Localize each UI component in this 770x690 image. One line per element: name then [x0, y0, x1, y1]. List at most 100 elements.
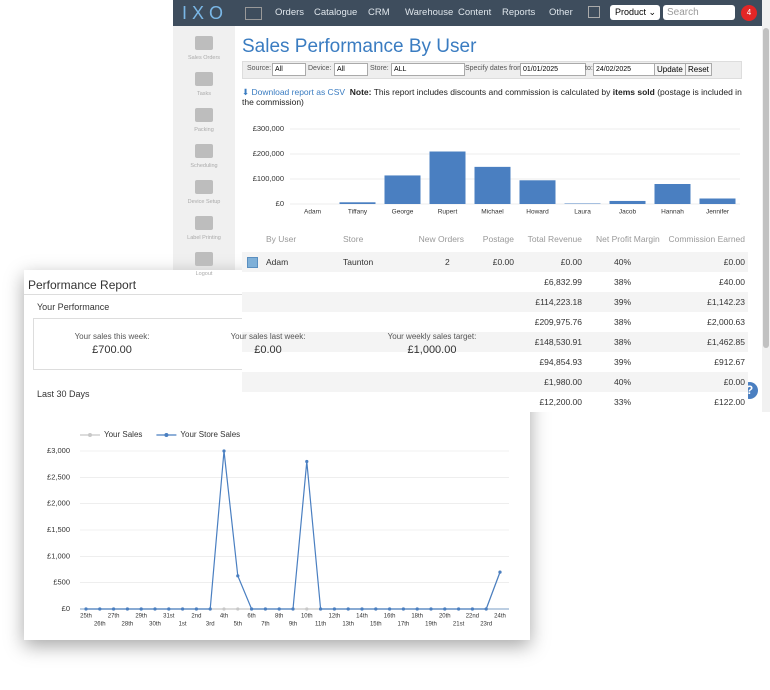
note-end: (postage is included in the commission)	[242, 87, 742, 107]
table-cell: 40%	[614, 377, 632, 387]
x-tick-label: 26th	[94, 622, 106, 628]
x-tick-label: 23rd	[480, 622, 492, 628]
table-header: Net Profit Margin	[596, 234, 660, 244]
filter-label: to:	[585, 65, 593, 72]
sidebar-icon[interactable]	[195, 72, 213, 86]
stat-label: Your sales this week:	[74, 332, 150, 341]
point	[236, 607, 240, 611]
x-tick-label: 27th	[108, 614, 120, 620]
x-tick-label: 14th	[356, 614, 368, 620]
sidebar-label[interactable]: Device Setup	[187, 199, 221, 205]
point	[470, 607, 474, 611]
table-cell: £0.00	[492, 257, 514, 267]
table-cell: 38%	[614, 277, 632, 287]
table-cell: £1,980.00	[544, 377, 582, 387]
menu-item[interactable]: Content	[458, 7, 492, 18]
menu-item[interactable]: Orders	[275, 7, 305, 18]
table-cell: £12,200.00	[539, 397, 582, 407]
table-cell: £148,530.91	[534, 337, 582, 347]
x-tick-label: 9th	[289, 622, 297, 628]
sidebar-label[interactable]: Label Printing	[187, 235, 221, 241]
sidebar-icon[interactable]	[195, 252, 213, 266]
sidebar-icon[interactable]	[195, 144, 213, 158]
grid-icon[interactable]	[245, 7, 262, 20]
sidebar-icon[interactable]	[195, 108, 213, 122]
search-input[interactable]: Search	[663, 5, 735, 20]
menu-item[interactable]: Other	[549, 7, 573, 18]
x-tick-label: 29th	[135, 614, 147, 620]
bar-chart: £0 £100,000 £200,000 £300,000 Adam Tiffany Geo…	[253, 124, 740, 216]
filter-select[interactable]: ALL	[391, 63, 465, 76]
filter-label: Device:	[308, 65, 332, 72]
button[interactable]: Reset	[685, 63, 712, 76]
sidebar-label[interactable]: Scheduling	[190, 163, 218, 169]
filter-select[interactable]: All	[272, 63, 306, 76]
point	[415, 607, 419, 611]
table-cell: Adam	[266, 257, 289, 267]
x-tick-label: 7th	[261, 622, 269, 628]
table-header: By User	[266, 234, 297, 244]
point	[98, 607, 102, 611]
logo[interactable]: IXO	[182, 3, 229, 23]
table-header: New Orders	[418, 234, 464, 244]
button[interactable]: Update	[654, 63, 686, 76]
point	[291, 607, 295, 611]
point	[305, 607, 309, 611]
point	[84, 607, 88, 611]
sidebar-icon[interactable]	[195, 180, 213, 194]
external-icon[interactable]	[588, 6, 600, 18]
sidebar-label[interactable]: Logout	[195, 271, 213, 277]
table-cell: £94,854.93	[539, 357, 582, 367]
x-tick-label: Howard	[526, 209, 549, 216]
table-cell: 38%	[614, 317, 632, 327]
x-tick-label: Tiffany	[348, 209, 368, 216]
x-tick-label: Laura	[574, 209, 591, 216]
menu-item[interactable]: Warehouse	[405, 7, 454, 18]
x-tick-label: 12th	[329, 614, 341, 620]
table-cell: £912.67	[714, 357, 745, 367]
filter-select[interactable]: 01/01/2025	[520, 63, 586, 76]
filter-select[interactable]: All	[334, 63, 368, 76]
stat-label: Your weekly sales target:	[387, 332, 477, 341]
sidebar-label[interactable]: Tasks	[196, 91, 212, 97]
sidebar-label[interactable]: Sales Orders	[187, 55, 221, 61]
table-header: Commission Earned	[668, 234, 745, 244]
sidebar-icon[interactable]	[195, 36, 213, 50]
point	[222, 607, 226, 611]
legend-marker	[88, 433, 92, 437]
x-tick-label: 3rd	[206, 622, 215, 628]
menu-item[interactable]: CRM	[368, 7, 390, 18]
x-tick-label: Adam	[304, 209, 321, 216]
download-link[interactable]: ⬇ Download report as CSV	[242, 87, 346, 97]
menu-item[interactable]: Reports	[502, 7, 536, 18]
y-tick-label: £300,000	[253, 124, 284, 133]
download-text[interactable]: Download report as CSV	[251, 87, 346, 97]
note: ⬇ Download report as CSV Note: This repo…	[242, 87, 742, 107]
table-cell: 38%	[614, 337, 632, 347]
x-tick-label: 21st	[453, 622, 465, 628]
menu-item[interactable]: Catalogue	[314, 7, 358, 18]
x-tick-label: 5th	[234, 622, 242, 628]
product-select[interactable]: Product ⌄	[610, 5, 660, 20]
x-tick-label: 4th	[220, 614, 228, 620]
x-tick-label: Jacob	[619, 209, 637, 216]
x-tick-label: 18th	[411, 614, 423, 620]
x-tick-label: Jennifer	[706, 209, 730, 216]
legend-label: Your Sales	[104, 430, 142, 439]
sidebar-icon[interactable]	[195, 216, 213, 230]
point	[181, 607, 185, 611]
filter-select[interactable]: 24/02/2025	[593, 63, 659, 76]
row-icon[interactable]	[247, 257, 258, 268]
table-cell: £2,000.63	[707, 317, 745, 327]
table-row	[242, 372, 748, 392]
sidebar-label[interactable]: Packing	[194, 127, 214, 133]
x-tick-label: 20th	[439, 614, 451, 620]
point	[332, 607, 336, 611]
x-tick-label: Michael	[481, 209, 504, 216]
y-tick-label: £1,500	[47, 525, 70, 534]
badge[interactable]: 4	[741, 5, 757, 21]
point	[277, 607, 281, 611]
table-row	[242, 332, 748, 352]
table-cell: 39%	[614, 297, 632, 307]
x-tick-label: 10th	[301, 614, 313, 620]
